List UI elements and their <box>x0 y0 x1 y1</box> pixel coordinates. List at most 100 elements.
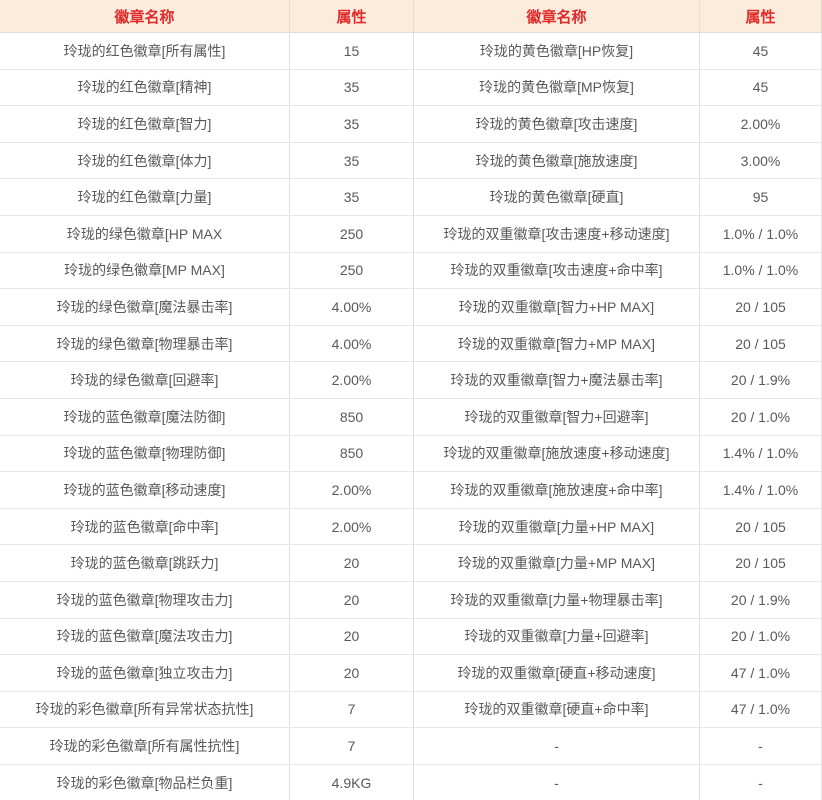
badge-name-cell-right: 玲珑的双重徽章[硬直+移动速度] <box>414 655 700 691</box>
badge-name-cell-left: 玲珑的蓝色徽章[魔法防御] <box>0 398 290 435</box>
badge-name-cell-right: - <box>414 728 700 764</box>
badge-name-cell-left: 玲珑的红色徽章[所有属性] <box>0 33 290 69</box>
badge-name-cell-right: 玲珑的黄色徽章[MP恢复] <box>414 69 700 106</box>
table-row: 玲珑的蓝色徽章[物理攻击力] 20 玲珑的双重徽章[力量+物理暴击率] 20 / 1.… <box>0 581 822 619</box>
table-row: 玲珑的彩色徽章[所有属性抗性] 7- - <box>0 728 822 765</box>
header-badge-name-right: 徽章名称 <box>414 0 700 32</box>
header-attribute-left: 属性 <box>290 0 414 32</box>
attribute-cell-left: 4.00% <box>290 289 414 325</box>
table-row: 玲珑的绿色徽章[HP MAX 250 玲珑的双重徽章[攻击速度+移动速度] 1.0% … <box>0 215 822 253</box>
badge-name-cell-right: 玲珑的双重徽章[智力+魔法暴击率] <box>414 362 700 398</box>
attribute-cell-left: 4.9KG <box>290 764 414 800</box>
table-row: 玲珑的蓝色徽章[魔法防御] 850 玲珑的双重徽章[智力+回避率] 20 / 1.0% <box>0 398 822 436</box>
badge-name-cell-left: 玲珑的蓝色徽章[移动速度] <box>0 472 290 508</box>
badge-name-cell-right: 玲珑的双重徽章[力量+物理暴击率] <box>414 581 700 618</box>
badge-name-cell-left: 玲珑的红色徽章[智力] <box>0 106 290 142</box>
badge-name-cell-left: 玲珑的绿色徽章[MP MAX] <box>0 252 290 289</box>
attribute-cell-right: 20 / 105 <box>700 545 822 581</box>
badge-name-cell-right: 玲珑的黄色徽章[攻击速度] <box>414 106 700 142</box>
header-attribute-right: 属性 <box>700 0 822 32</box>
badge-name-cell-right: 玲珑的双重徽章[力量+MP MAX] <box>414 545 700 581</box>
table-row: 玲珑的红色徽章[所有属性] 15 玲珑的黄色徽章[HP恢复] 45 <box>0 33 822 70</box>
attribute-cell-left: 250 <box>290 252 414 289</box>
badge-name-cell-left: 玲珑的红色徽章[精神] <box>0 69 290 106</box>
badge-name-cell-right: 玲珑的双重徽章[力量+HP MAX] <box>414 508 700 545</box>
badge-name-cell-left: 玲珑的彩色徽章[物品栏负重] <box>0 764 290 800</box>
badge-name-cell-right: 玲珑的双重徽章[攻击速度+移动速度] <box>414 215 700 252</box>
attribute-cell-left: 250 <box>290 215 414 252</box>
attribute-cell-left: 20 <box>290 618 414 655</box>
attribute-cell-right: 20 / 105 <box>700 325 822 362</box>
attribute-cell-right: 47 / 1.0% <box>700 655 822 691</box>
table-row: 玲珑的红色徽章[体力] 35 玲珑的黄色徽章[施放速度] 3.00% <box>0 142 822 180</box>
badge-name-cell-left: 玲珑的蓝色徽章[物理攻击力] <box>0 581 290 618</box>
table-row: 玲珑的彩色徽章[物品栏负重] 4.9KG - - <box>0 764 822 800</box>
attribute-cell-left: 20 <box>290 581 414 618</box>
attribute-cell-right: 95 <box>700 179 822 215</box>
attribute-cell-right: 45 <box>700 33 822 69</box>
badge-name-cell-left: 玲珑的蓝色徽章[物理防御] <box>0 435 290 472</box>
attribute-cell-left: 7 <box>290 728 414 764</box>
badge-name-cell-left: 玲珑的红色徽章[体力] <box>0 142 290 179</box>
attribute-cell-right: 45 <box>700 69 822 106</box>
table-row: 玲珑的红色徽章[精神] 35 玲珑的黄色徽章[MP恢复] 45 <box>0 69 822 107</box>
table-row: 玲珑的绿色徽章[物理暴击率] 4.00% 玲珑的双重徽章[智力+MP MAX] 20 … <box>0 325 822 363</box>
attribute-cell-right: 47 / 1.0% <box>700 691 822 728</box>
badge-name-cell-left: 玲珑的绿色徽章[魔法暴击率] <box>0 289 290 325</box>
attribute-cell-right: - <box>700 728 822 764</box>
attribute-cell-right: 3.00% <box>700 142 822 179</box>
badge-name-cell-right: 玲珑的双重徽章[施放速度+命中率] <box>414 472 700 508</box>
attribute-cell-left: 850 <box>290 435 414 472</box>
attribute-cell-left: 15 <box>290 33 414 69</box>
attribute-cell-right: 1.4% / 1.0% <box>700 472 822 508</box>
badge-name-cell-right: - <box>414 764 700 800</box>
attribute-cell-right: 20 / 1.9% <box>700 581 822 618</box>
attribute-cell-right: 20 / 105 <box>700 289 822 325</box>
badge-name-cell-right: 玲珑的黄色徽章[施放速度] <box>414 142 700 179</box>
attribute-cell-left: 4.00% <box>290 325 414 362</box>
table-row: 玲珑的蓝色徽章[移动速度] 2.00% 玲珑的双重徽章[施放速度+命中率] 1.4% … <box>0 472 822 509</box>
attribute-cell-right: 20 / 105 <box>700 508 822 545</box>
table-row: 玲珑的蓝色徽章[跳跃力] 20 玲珑的双重徽章[力量+MP MAX] 20 / 105 <box>0 545 822 582</box>
badge-name-cell-left: 玲珑的绿色徽章[回避率] <box>0 362 290 398</box>
attribute-cell-left: 35 <box>290 69 414 106</box>
attribute-cell-left: 2.00% <box>290 472 414 508</box>
attribute-cell-right: 1.0% / 1.0% <box>700 215 822 252</box>
badge-name-cell-right: 玲珑的双重徽章[智力+MP MAX] <box>414 325 700 362</box>
table-row: 玲珑的绿色徽章[回避率] 2.00% 玲珑的双重徽章[智力+魔法暴击率] 20 / 1… <box>0 362 822 399</box>
attribute-cell-left: 7 <box>290 691 414 728</box>
table-row: 玲珑的蓝色徽章[魔法攻击力] 20 玲珑的双重徽章[力量+回避率] 20 / 1.0% <box>0 618 822 656</box>
badge-name-cell-right: 玲珑的黄色徽章[HP恢复] <box>414 33 700 69</box>
attribute-cell-left: 2.00% <box>290 508 414 545</box>
table-body: 玲珑的红色徽章[所有属性] 15 玲珑的黄色徽章[HP恢复] 45 玲珑的红色徽章[精神… <box>0 33 822 800</box>
table-row: 玲珑的蓝色徽章[命中率] 2.00% 玲珑的双重徽章[力量+HP MAX] 20 / … <box>0 508 822 546</box>
table-row: 玲珑的蓝色徽章[物理防御] 850 玲珑的双重徽章[施放速度+移动速度] 1.4% /… <box>0 435 822 473</box>
badge-name-cell-left: 玲珑的红色徽章[力量] <box>0 179 290 215</box>
attribute-cell-right: 2.00% <box>700 106 822 142</box>
table-header-row: 徽章名称 属性 徽章名称 属性 <box>0 0 822 33</box>
header-badge-name-left: 徽章名称 <box>0 0 290 32</box>
table-row: 玲珑的红色徽章[力量] 35 玲珑的黄色徽章[硬直] 95 <box>0 179 822 216</box>
attribute-cell-right: 1.0% / 1.0% <box>700 252 822 289</box>
badge-name-cell-left: 玲珑的绿色徽章[物理暴击率] <box>0 325 290 362</box>
table-row: 玲珑的绿色徽章[MP MAX] 250 玲珑的双重徽章[攻击速度+命中率] 1.0% … <box>0 252 822 290</box>
attribute-cell-left: 20 <box>290 545 414 581</box>
attribute-cell-left: 35 <box>290 142 414 179</box>
attribute-cell-right: 20 / 1.9% <box>700 362 822 398</box>
badge-name-cell-right: 玲珑的双重徽章[智力+HP MAX] <box>414 289 700 325</box>
attribute-cell-left: 2.00% <box>290 362 414 398</box>
badge-name-cell-right: 玲珑的双重徽章[施放速度+移动速度] <box>414 435 700 472</box>
attribute-cell-left: 35 <box>290 179 414 215</box>
badge-name-cell-left: 玲珑的彩色徽章[所有异常状态抗性] <box>0 691 290 728</box>
table-row: 玲珑的红色徽章[智力] 35 玲珑的黄色徽章[攻击速度] 2.00% <box>0 106 822 143</box>
attribute-cell-right: 20 / 1.0% <box>700 398 822 435</box>
attribute-cell-right: 1.4% / 1.0% <box>700 435 822 472</box>
table-row: 玲珑的蓝色徽章[独立攻击力] 20 玲珑的双重徽章[硬直+移动速度] 47 / 1.0… <box>0 655 822 692</box>
badge-name-cell-left: 玲珑的彩色徽章[所有属性抗性] <box>0 728 290 764</box>
attribute-cell-left: 20 <box>290 655 414 691</box>
attribute-cell-right: 20 / 1.0% <box>700 618 822 655</box>
badge-name-cell-right: 玲珑的双重徽章[智力+回避率] <box>414 398 700 435</box>
badge-name-cell-left: 玲珑的蓝色徽章[魔法攻击力] <box>0 618 290 655</box>
